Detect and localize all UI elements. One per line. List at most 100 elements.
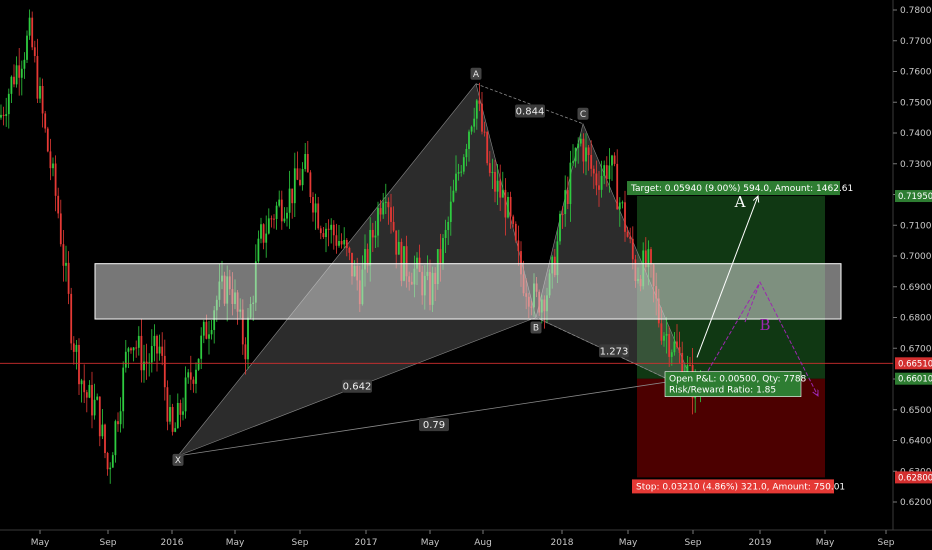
candle-body	[132, 347, 135, 351]
pattern-point-label: B	[533, 324, 539, 334]
candle-body	[283, 218, 286, 222]
candle-body	[41, 86, 44, 114]
candle-body	[343, 239, 346, 245]
pattern-labels: X A B C 0.844 1.273 0.642 0.79 A B	[172, 67, 771, 466]
candle-body	[475, 100, 478, 119]
candle-body	[247, 317, 249, 360]
candle-body	[447, 221, 450, 231]
candle-body	[78, 344, 80, 385]
candle-body	[80, 380, 83, 385]
candle-body	[65, 262, 67, 266]
candle-body	[101, 424, 104, 437]
candle-body	[189, 372, 192, 380]
candle-body	[296, 168, 299, 180]
candle-body	[23, 59, 26, 69]
candle-body	[460, 171, 463, 173]
candle-body	[72, 343, 75, 352]
candle-body	[650, 249, 652, 265]
candle-body	[57, 195, 60, 214]
candle-body	[10, 76, 13, 94]
candle-body	[660, 323, 663, 341]
candle-body	[13, 76, 15, 85]
pattern-point-label: A	[473, 70, 480, 80]
candle-body	[512, 216, 515, 224]
candle-body	[327, 228, 330, 230]
pattern-point-badge	[470, 67, 482, 80]
candle-body	[111, 455, 114, 468]
ratio-label: 0.79	[423, 420, 445, 431]
candle-body	[130, 348, 132, 351]
candle-body	[280, 199, 283, 222]
ratio-badge	[599, 344, 629, 358]
price-badge	[895, 372, 932, 385]
candle-body	[624, 202, 626, 232]
candle-body	[317, 203, 320, 229]
candle-body	[345, 239, 348, 248]
x-tick-label: 2019	[749, 538, 772, 548]
candle-body	[483, 131, 486, 133]
candle-body	[457, 172, 460, 174]
candle-body	[150, 346, 153, 363]
candle-body	[452, 190, 455, 202]
projection-label: A	[734, 193, 746, 211]
candle-body	[478, 100, 481, 104]
candle-body	[621, 202, 624, 204]
rr-label: Risk/Reward Ratio: 1.85	[669, 386, 776, 396]
candle-body	[117, 421, 119, 425]
candle-body	[15, 65, 18, 85]
candle-body	[491, 171, 494, 173]
candle-body	[364, 249, 366, 270]
candle-body	[7, 93, 10, 115]
x-tick-label: Sep	[878, 538, 895, 548]
candle-body	[18, 65, 21, 78]
candle-body	[114, 421, 117, 456]
candle-body	[332, 224, 335, 236]
price-badge-label: 0.66010	[898, 375, 932, 385]
candle-body	[689, 364, 691, 366]
candle-body	[257, 238, 260, 262]
pattern-point-badge	[172, 453, 184, 466]
candle-body	[572, 161, 574, 163]
candle-body	[384, 201, 387, 203]
candle-body	[613, 155, 616, 164]
candle-body	[579, 138, 582, 144]
candle-body	[442, 237, 444, 264]
candle-body	[509, 196, 512, 217]
x-tick-label: May	[31, 538, 50, 548]
candle-body	[140, 335, 143, 371]
ratio-label: 1.273	[600, 346, 629, 357]
candle-body	[260, 224, 262, 239]
candle-body	[267, 218, 270, 234]
candle-body	[626, 231, 629, 237]
candle-body	[306, 153, 309, 173]
supply-zone[interactable]	[94, 263, 842, 320]
candle-body	[5, 114, 8, 117]
projection-a-arrow	[696, 196, 758, 358]
candle-body	[208, 334, 210, 339]
candle-body	[559, 213, 561, 242]
candle-body	[473, 118, 476, 127]
candle-body	[202, 321, 205, 336]
candle-body	[59, 213, 62, 245]
candle-body	[494, 171, 496, 192]
ac-line	[475, 83, 584, 125]
candle-body	[392, 221, 395, 231]
target-label-box	[627, 181, 840, 196]
candle-body	[590, 155, 593, 169]
candle-body	[371, 229, 374, 238]
x-tick-label: 2017	[355, 538, 378, 548]
candle-body	[104, 424, 106, 454]
candle-body	[517, 240, 520, 252]
candle-body	[195, 369, 197, 384]
candle-body	[54, 163, 57, 196]
ratio-label: 0.642	[343, 382, 372, 393]
candle-body	[153, 335, 156, 347]
